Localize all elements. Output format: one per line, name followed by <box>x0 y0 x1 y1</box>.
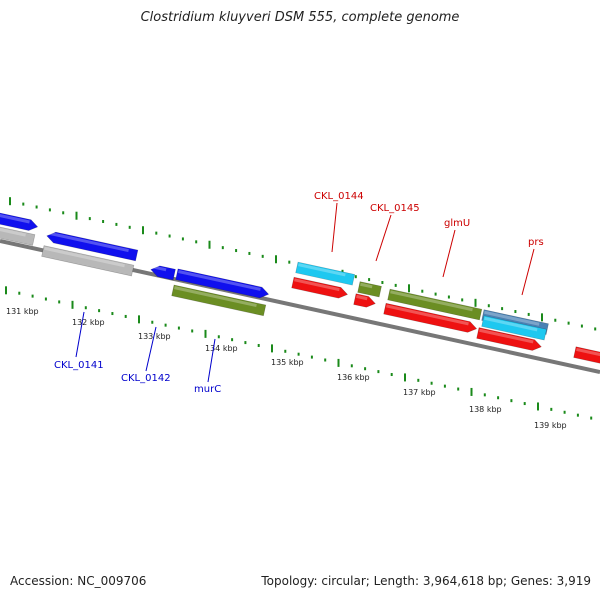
gene-green-glmu <box>387 288 483 321</box>
tick-label-135: 135 kbp <box>271 358 304 367</box>
gene-blue-0-highlight <box>0 212 30 224</box>
tick-label-137: 137 kbp <box>403 388 436 397</box>
gene-red-glmu <box>383 302 478 333</box>
gene-label-glmu: glmU <box>444 218 470 229</box>
gene-label-prs: prs <box>528 237 544 248</box>
gene-blue-ckl0141 <box>46 231 139 262</box>
gene-green-glmu-highlight <box>390 290 473 312</box>
gene-red-ckl0144-highlight <box>294 278 340 292</box>
gene-red-ckl0145 <box>353 293 376 308</box>
tick-label-134: 134 kbp <box>205 344 238 353</box>
gene-blue-ckl0142-highlight <box>152 265 167 272</box>
leader-ckl0144 <box>331 202 338 253</box>
leader-prs <box>521 248 535 296</box>
gene-red-prs <box>476 327 542 351</box>
gene-red-edge <box>573 346 600 368</box>
gene-green-murc <box>171 284 267 317</box>
inner-tick-row <box>5 286 593 420</box>
gene-cyan-prs <box>481 315 547 341</box>
tick-label-138: 138 kbp <box>469 405 502 414</box>
gene-red-glmu-highlight <box>386 304 469 326</box>
leader-ckl0142 <box>145 326 157 372</box>
gene-label-ckl0141: CKL_0141 <box>54 360 104 371</box>
gene-red-ckl0145-highlight <box>356 294 368 301</box>
accession-text: Accession: NC_009706 <box>10 574 147 588</box>
gene-cyan-prs-highlight <box>484 316 538 332</box>
gene-pseudo-0 <box>0 224 36 246</box>
gene-layer <box>0 210 600 368</box>
gene-blue-murc-highlight <box>178 270 261 291</box>
gene-red-edge-highlight <box>576 347 600 359</box>
gene-red-prs-highlight <box>479 328 534 344</box>
gene-steel-prs-highlight <box>484 310 540 326</box>
gene-label-ckl0144: CKL_0144 <box>314 191 364 202</box>
outer-tick-row <box>9 197 597 331</box>
map-title: Clostridium kluyveri DSM 555, complete g… <box>140 10 460 25</box>
tick-label-136: 136 kbp <box>337 373 370 382</box>
gene-pseudo-0-highlight <box>0 226 26 237</box>
gene-label-murc: murC <box>194 384 221 395</box>
gene-green-murc-highlight <box>174 286 257 308</box>
leader-glmu <box>442 229 456 278</box>
gene-pseudo-ckl0141 <box>41 245 135 277</box>
gene-label-ckl0142: CKL_0142 <box>121 373 171 384</box>
genome-summary-text: Topology: circular; Length: 3,964,618 bp… <box>261 574 591 588</box>
gene-blue-murc <box>175 268 270 299</box>
gene-pseudo-ckl0141-highlight <box>44 246 125 268</box>
tick-label-132: 132 kbp <box>72 318 105 327</box>
gene-red-ckl0144 <box>291 276 349 299</box>
gene-blue-ckl0141-highlight <box>48 231 129 253</box>
tick-label-131: 131 kbp <box>6 307 39 316</box>
gene-green-ckl0145-highlight <box>360 282 373 289</box>
leader-murc <box>207 338 216 383</box>
leader-ckl0141 <box>75 311 85 358</box>
gene-cyan-ckl0144 <box>295 261 356 286</box>
gene-blue-0 <box>0 210 39 231</box>
gene-green-ckl0145 <box>357 281 382 298</box>
gene-cyan-ckl0144-highlight <box>298 263 346 277</box>
tick-label-139: 139 kbp <box>534 421 567 430</box>
gene-label-ckl0145: CKL_0145 <box>370 203 420 214</box>
gene-blue-ckl0142 <box>150 265 176 281</box>
leader-ckl0145 <box>375 214 392 262</box>
